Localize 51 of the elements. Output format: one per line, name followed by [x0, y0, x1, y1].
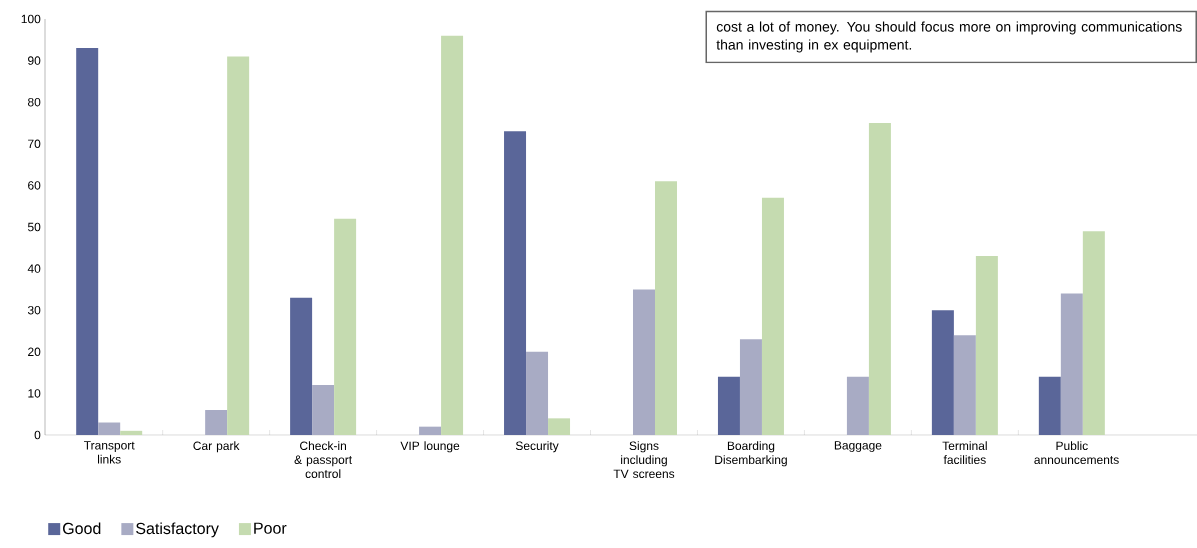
x-tick-label: Transport links	[84, 441, 135, 464]
bar	[290, 297, 313, 435]
annotation: cost a lot of money. You should focus more on improving communications than investing in ex equipment.	[716, 21, 1182, 53]
x-tick-label: Check-in & passport control	[294, 441, 353, 478]
y-tick-label: 0	[34, 430, 41, 440]
y-tick-label: 100	[21, 14, 41, 24]
bar	[419, 426, 442, 435]
x-tick-label: Terminal facilities	[942, 441, 987, 464]
y-tick-label: 60	[28, 181, 41, 190]
x-tick-label: Security	[515, 441, 559, 453]
bar	[205, 410, 228, 435]
legend-label: Good	[63, 522, 101, 535]
x-tick-label: Public announcements	[1034, 441, 1119, 464]
bar	[633, 289, 655, 435]
y-tick-label: 20	[28, 347, 41, 357]
x-tick-label: Car park	[193, 441, 240, 453]
bar	[717, 376, 740, 435]
y-tick-label: 80	[27, 97, 41, 107]
bar	[655, 181, 677, 435]
y-tick-label: 40	[27, 264, 41, 273]
bar	[1082, 231, 1105, 435]
legend-label: Poor	[254, 522, 287, 534]
bar	[334, 218, 357, 435]
bar	[441, 35, 464, 435]
bar	[504, 131, 527, 435]
bar	[120, 430, 143, 435]
bar	[76, 48, 99, 435]
bar	[1060, 293, 1083, 435]
y-tick-label: 90	[28, 56, 41, 65]
y-tick-label: 30	[27, 305, 41, 315]
bar	[312, 385, 335, 435]
bar	[1038, 376, 1061, 435]
y-tick-label: 10	[28, 389, 41, 398]
bar	[98, 422, 121, 435]
bar	[548, 418, 571, 435]
y-tick-label: 50	[27, 222, 41, 232]
x-tick-label: Boarding Disembarking	[715, 441, 787, 467]
bar	[846, 376, 869, 435]
bar	[931, 310, 954, 435]
legend-label: Satisfactory	[136, 522, 219, 538]
x-tick-label: Signs including TV screens	[613, 441, 675, 478]
bar	[868, 122, 891, 435]
bar	[526, 351, 549, 435]
bar	[227, 56, 250, 435]
bar	[953, 335, 976, 435]
bar	[975, 256, 998, 435]
x-tick-label: Baggage	[834, 441, 882, 452]
y-tick-label: 70	[28, 139, 41, 149]
bar	[739, 339, 762, 435]
bar	[761, 197, 784, 435]
x-tick-label: VIP lounge	[400, 441, 460, 453]
